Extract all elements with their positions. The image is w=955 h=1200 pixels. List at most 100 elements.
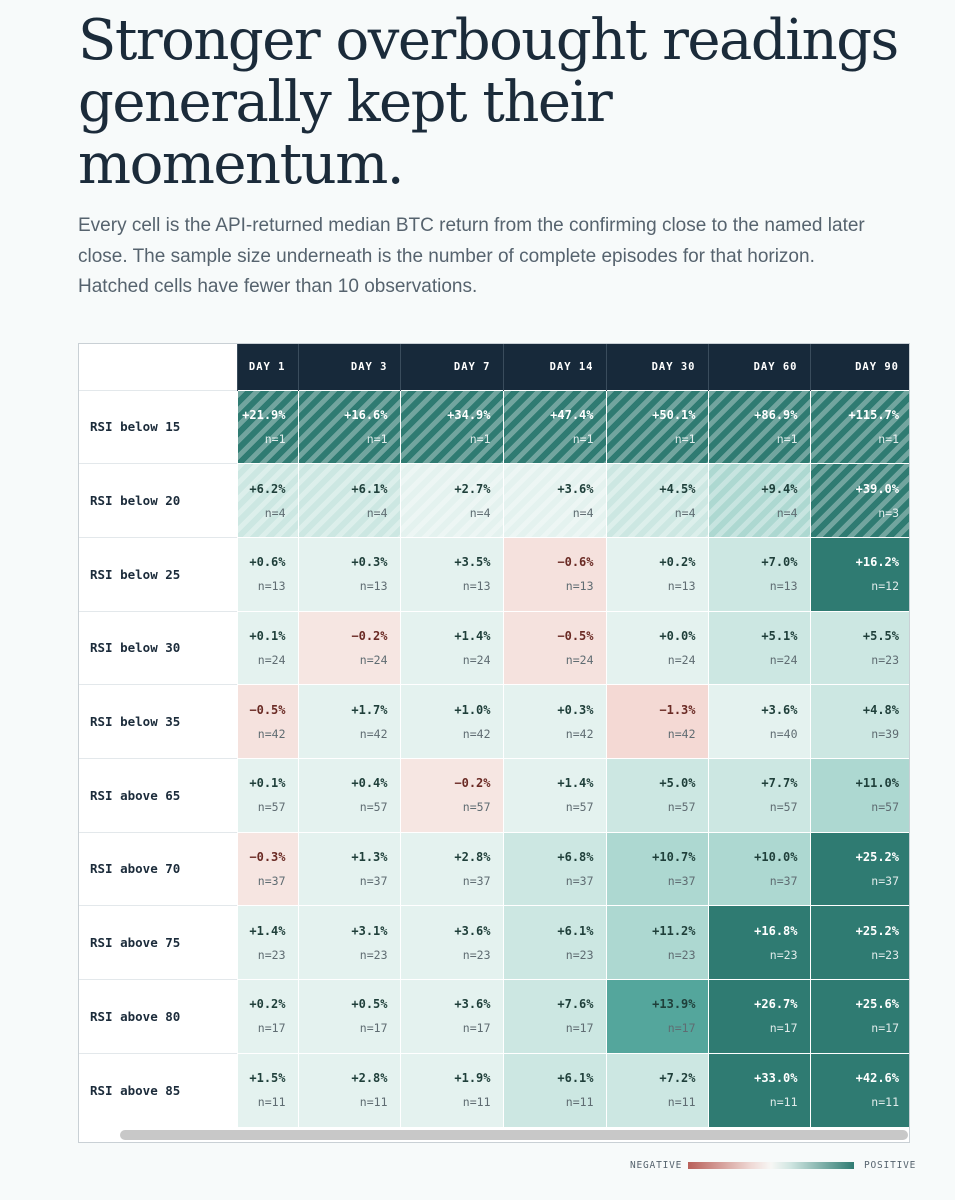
cell-value: +11.0% (855, 776, 899, 791)
cell-value: +5.0% (659, 776, 696, 791)
cell-sample-size: n=1 (878, 431, 899, 446)
heat-cell: +0.5% n=17 (297, 979, 400, 1054)
row-label: RSI below 15 (79, 389, 237, 464)
color-legend: NEGATIVE POSITIVE (630, 1160, 917, 1174)
cell-value: +10.7% (652, 849, 696, 864)
column-header-day-14: DAY 14 (502, 344, 606, 390)
cell-value: +115.7% (848, 407, 899, 422)
table-row: RSI above 70 −0.3% n=37 +1.3% n=37 +2.8% n=37 +… (79, 831, 909, 906)
cell-value: +3.1% (351, 923, 388, 938)
cell-sample-size: n=4 (572, 505, 594, 520)
cell-sample-size: n=13 (667, 579, 696, 594)
cell-sample-size: n=13 (565, 579, 594, 594)
cell-sample-size: n=37 (871, 873, 899, 888)
cell-value: +1.4% (249, 923, 286, 938)
heat-cell: +0.0% n=24 (605, 610, 708, 685)
cell-sample-size: n=1 (366, 431, 388, 446)
heat-cell: +34.9% n=1 (399, 389, 503, 464)
heat-cell: +1.4% n=24 (399, 610, 503, 685)
cell-value: −0.2% (351, 628, 388, 643)
cell-value: −0.5% (249, 702, 286, 717)
cell-sample-size: n=11 (359, 1095, 388, 1110)
table-row: RSI above 75 +1.4% n=23 +3.1% n=23 +3.6% n=23 +… (79, 905, 909, 980)
cell-value: −1.3% (659, 702, 696, 717)
heatmap-table-container[interactable]: DAY 1 DAY 3 DAY 7 DAY 14 DAY 30 DAY 60 D… (78, 343, 910, 1143)
cell-value: +1.3% (351, 849, 388, 864)
table-row: RSI above 85 +1.5% n=11 +2.8% n=11 +1.9% n=11 +… (79, 1052, 909, 1127)
cell-sample-size: n=57 (667, 800, 696, 815)
row-label: RSI above 80 (79, 979, 237, 1054)
heat-cell: +1.4% n=23 (236, 905, 298, 980)
cell-value: −0.6% (557, 555, 594, 570)
column-header-day-3: DAY 3 (297, 344, 400, 390)
page-subtitle: Every cell is the API-returned median BT… (78, 215, 865, 297)
column-header-day-90: DAY 90 (809, 344, 909, 390)
table-row: RSI above 65 +0.1% n=57 +0.4% n=57 −0.2% n=57 +… (79, 757, 909, 833)
cell-value: +34.9% (447, 407, 491, 422)
heat-cell: +0.6% n=13 (236, 536, 298, 612)
cell-value: +1.4% (454, 628, 491, 643)
heat-cell: +50.1% n=1 (605, 389, 708, 464)
heat-cell: +26.7% n=17 (707, 979, 810, 1054)
cell-sample-size: n=24 (462, 652, 491, 667)
cell-sample-size: n=24 (769, 652, 798, 667)
cell-value: +6.1% (351, 481, 388, 496)
cell-value: +0.5% (351, 997, 388, 1012)
heat-cell: +0.2% n=17 (236, 979, 298, 1054)
heat-cell: +6.8% n=37 (502, 831, 606, 906)
cell-sample-size: n=57 (871, 800, 899, 815)
legend-positive-label: POSITIVE (864, 1160, 917, 1171)
cell-value: +5.5% (862, 628, 899, 643)
cell-sample-size: n=4 (366, 505, 388, 520)
cell-value: +7.2% (659, 1071, 696, 1086)
cell-value: +26.7% (754, 997, 798, 1012)
table-row: RSI below 20 +6.2% n=4 +6.1% n=4 +2.7% n=4 +3.6… (79, 463, 909, 538)
cell-sample-size: n=37 (257, 873, 286, 888)
cell-value: −0.2% (454, 776, 491, 791)
cell-sample-size: n=13 (462, 579, 491, 594)
heat-cell: +6.2% n=4 (236, 463, 298, 538)
cell-sample-size: n=1 (776, 431, 798, 446)
cell-sample-size: n=1 (572, 431, 594, 446)
cell-sample-size: n=37 (769, 873, 798, 888)
heat-cell: +5.5% n=23 (809, 610, 909, 685)
horizontal-scrollbar[interactable] (120, 1130, 908, 1140)
cell-sample-size: n=57 (769, 800, 798, 815)
heat-cell: +3.5% n=13 (399, 536, 503, 612)
cell-sample-size: n=17 (769, 1021, 798, 1036)
cell-value: +6.2% (249, 481, 286, 496)
cell-sample-size: n=1 (264, 431, 286, 446)
cell-value: +5.1% (761, 628, 798, 643)
column-header-day-7: DAY 7 (399, 344, 503, 390)
row-label: RSI below 35 (79, 684, 237, 759)
cell-value: +33.0% (754, 1071, 798, 1086)
cell-sample-size: n=11 (565, 1095, 594, 1110)
heat-cell: +10.0% n=37 (707, 831, 810, 906)
cell-sample-size: n=23 (667, 947, 696, 962)
heat-cell: +6.1% n=11 (502, 1052, 606, 1127)
cell-sample-size: n=11 (667, 1095, 696, 1110)
legend-negative-label: NEGATIVE (630, 1160, 683, 1171)
page-title: Stronger overbought readings generally k… (78, 8, 899, 197)
cell-value: +2.7% (454, 481, 491, 496)
heat-cell: +7.7% n=57 (707, 757, 810, 833)
cell-sample-size: n=42 (257, 726, 286, 741)
heat-cell: +0.3% n=13 (297, 536, 400, 612)
cell-value: +7.7% (761, 776, 798, 791)
heat-cell: +4.8% n=39 (809, 684, 909, 759)
cell-value: +7.6% (557, 997, 594, 1012)
heat-cell: +3.6% n=4 (502, 463, 606, 538)
cell-sample-size: n=1 (469, 431, 491, 446)
cell-value: +11.2% (652, 923, 696, 938)
cell-value: +1.7% (351, 702, 388, 717)
heat-cell: −0.6% n=13 (502, 536, 606, 612)
cell-sample-size: n=12 (871, 579, 899, 594)
cell-value: +16.2% (855, 555, 899, 570)
heat-cell: +1.0% n=42 (399, 684, 503, 759)
cell-sample-size: n=57 (359, 800, 388, 815)
cell-value: +0.2% (249, 997, 286, 1012)
cell-sample-size: n=13 (257, 579, 286, 594)
heat-cell: −0.2% n=57 (399, 757, 503, 833)
cell-sample-size: n=11 (462, 1095, 491, 1110)
cell-sample-size: n=23 (257, 947, 286, 962)
